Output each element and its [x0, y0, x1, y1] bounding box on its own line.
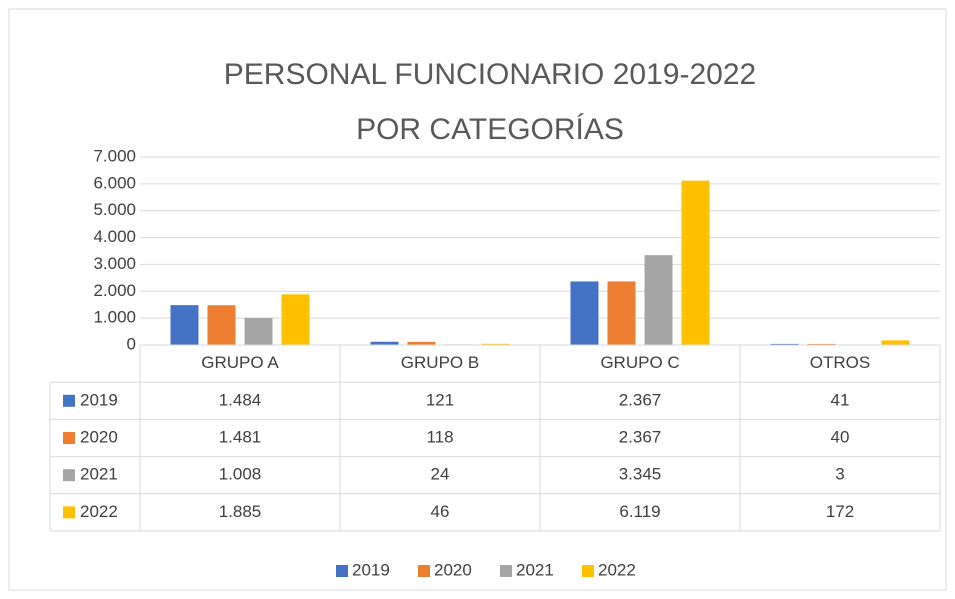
- data-label: 2.367: [619, 390, 662, 409]
- bar: [770, 343, 799, 345]
- bar: [570, 281, 599, 345]
- data-label: 118: [426, 427, 453, 446]
- chart-title: PERSONAL FUNCIONARIO 2019-2022: [224, 58, 756, 91]
- table-key: [63, 469, 75, 482]
- data-label: 1.481: [219, 427, 262, 446]
- y-tick-label: 4.000: [93, 227, 136, 246]
- table-key: [63, 394, 75, 407]
- legend-label: 2021: [516, 560, 554, 579]
- legend-key: [418, 565, 430, 577]
- table-series-name: 2020: [80, 427, 118, 446]
- y-tick-label: 2.000: [93, 281, 136, 300]
- legend-key: [582, 565, 594, 577]
- y-tick-label: 5.000: [93, 200, 136, 219]
- bar: [207, 305, 236, 345]
- y-tick-label: 1.000: [93, 308, 136, 327]
- data-label: 24: [431, 465, 450, 484]
- data-label: 41: [831, 390, 850, 409]
- bar: [607, 281, 636, 345]
- data-label: 172: [826, 502, 854, 521]
- legend-key: [336, 565, 348, 577]
- bar: [244, 317, 273, 345]
- bar: [407, 341, 436, 345]
- bar: [881, 340, 910, 345]
- legend-key: [500, 565, 512, 577]
- x-tick-label: OTROS: [810, 353, 870, 372]
- y-tick-label: 6.000: [93, 173, 136, 192]
- data-label: 1.885: [219, 502, 262, 521]
- table-series-name: 2022: [80, 502, 118, 521]
- data-label: 3.345: [619, 465, 662, 484]
- data-label: 3: [835, 465, 844, 484]
- y-tick-label: 0: [127, 334, 136, 353]
- legend-label: 2019: [352, 560, 390, 579]
- bar: [281, 294, 310, 345]
- chart-border: [8, 8, 947, 591]
- legend-label: 2022: [598, 560, 636, 579]
- data-label: 2.367: [619, 427, 662, 446]
- table-key: [63, 432, 75, 444]
- bar: [170, 305, 199, 345]
- table-series-name: 2019: [80, 390, 118, 409]
- bar: [644, 255, 673, 345]
- x-tick-label: GRUPO A: [201, 353, 279, 372]
- y-tick-label: 7.000: [93, 146, 136, 165]
- legend-label: 2020: [434, 560, 472, 579]
- chart-title: POR CATEGORÍAS: [356, 113, 624, 146]
- bar: [807, 343, 836, 345]
- bar: [481, 343, 510, 345]
- data-label: 6.119: [619, 502, 660, 521]
- data-label: 46: [431, 502, 450, 521]
- data-label: 121: [426, 390, 454, 409]
- bar: [370, 341, 399, 345]
- data-label: 40: [831, 427, 850, 446]
- table-series-name: 2021: [80, 465, 118, 484]
- x-tick-label: GRUPO C: [600, 353, 679, 372]
- y-tick-label: 3.000: [93, 254, 136, 273]
- table-key: [63, 506, 75, 519]
- x-tick-label: GRUPO B: [401, 353, 479, 372]
- data-label: 1.484: [219, 390, 262, 409]
- data-label: 1.008: [219, 465, 262, 484]
- bar: [681, 180, 710, 345]
